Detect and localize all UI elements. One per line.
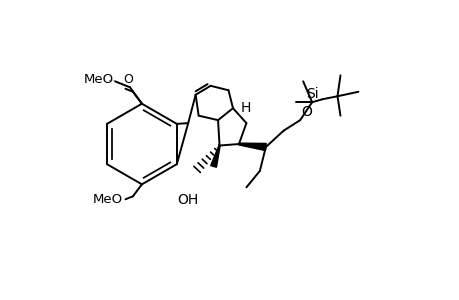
Text: O: O [123, 73, 133, 86]
Text: H: H [240, 101, 250, 115]
Text: Si: Si [305, 87, 318, 101]
Text: MeO: MeO [92, 193, 122, 206]
Text: methoxy: methoxy [109, 80, 115, 81]
Text: MeO: MeO [83, 73, 113, 86]
Polygon shape [238, 143, 266, 151]
Text: OH: OH [177, 193, 198, 207]
Text: O: O [301, 105, 312, 118]
Polygon shape [210, 146, 220, 167]
